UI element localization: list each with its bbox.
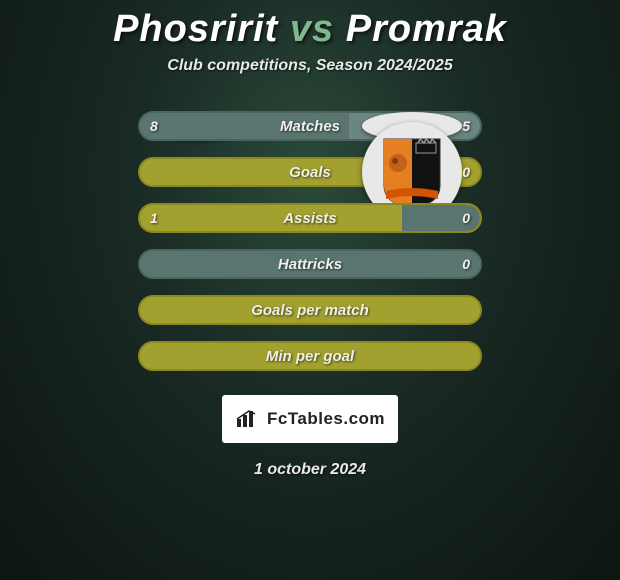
stat-value-left: 8 <box>150 118 158 134</box>
stat-bar-goals_per_match: Goals per match <box>138 295 482 325</box>
stat-bar-hattricks: 0 Hattricks <box>138 249 482 279</box>
stat-label: Hattricks <box>278 256 342 273</box>
stat-value-right: 0 <box>462 164 470 180</box>
stat-row-assists: 1 0 Assists <box>138 203 482 233</box>
comparison-rows: 85Matches0Goals 10Assists0Hatt <box>138 111 482 387</box>
fctables-badge: FcTables.com <box>222 395 398 443</box>
stat-label: Goals <box>289 164 331 181</box>
page-title: Phosririt vs Promrak <box>113 8 507 51</box>
stat-row-goals: 0 Goals <box>138 157 482 187</box>
stat-label: Assists <box>283 210 336 227</box>
stat-row-min_per_goal: Min per goal <box>138 341 482 371</box>
title-player1: Phosririt <box>113 8 278 50</box>
bar-fill-left <box>140 205 402 231</box>
stat-row-hattricks: 0 Hattricks <box>138 249 482 279</box>
stat-value-right: 0 <box>462 210 470 226</box>
content: Phosririt vs Promrak Club competitions, … <box>0 0 620 580</box>
stat-value-right: 5 <box>462 118 470 134</box>
stat-bar-min_per_goal: Min per goal <box>138 341 482 371</box>
footer-date: 1 october 2024 <box>254 461 366 479</box>
shield-icon <box>380 135 444 209</box>
fctables-icon <box>235 409 263 429</box>
fctables-label: FcTables.com <box>267 409 385 429</box>
subtitle: Club competitions, Season 2024/2025 <box>167 57 452 75</box>
stat-value-left: 1 <box>150 210 158 226</box>
title-vs: vs <box>290 8 334 50</box>
stat-value-right: 0 <box>462 256 470 272</box>
stat-label: Min per goal <box>266 348 354 365</box>
title-player2: Promrak <box>346 8 507 50</box>
stat-label: Matches <box>280 118 340 135</box>
stat-row-goals_per_match: Goals per match <box>138 295 482 325</box>
stat-bar-assists: 1 0 Assists <box>138 203 482 233</box>
stat-label: Goals per match <box>251 302 369 319</box>
